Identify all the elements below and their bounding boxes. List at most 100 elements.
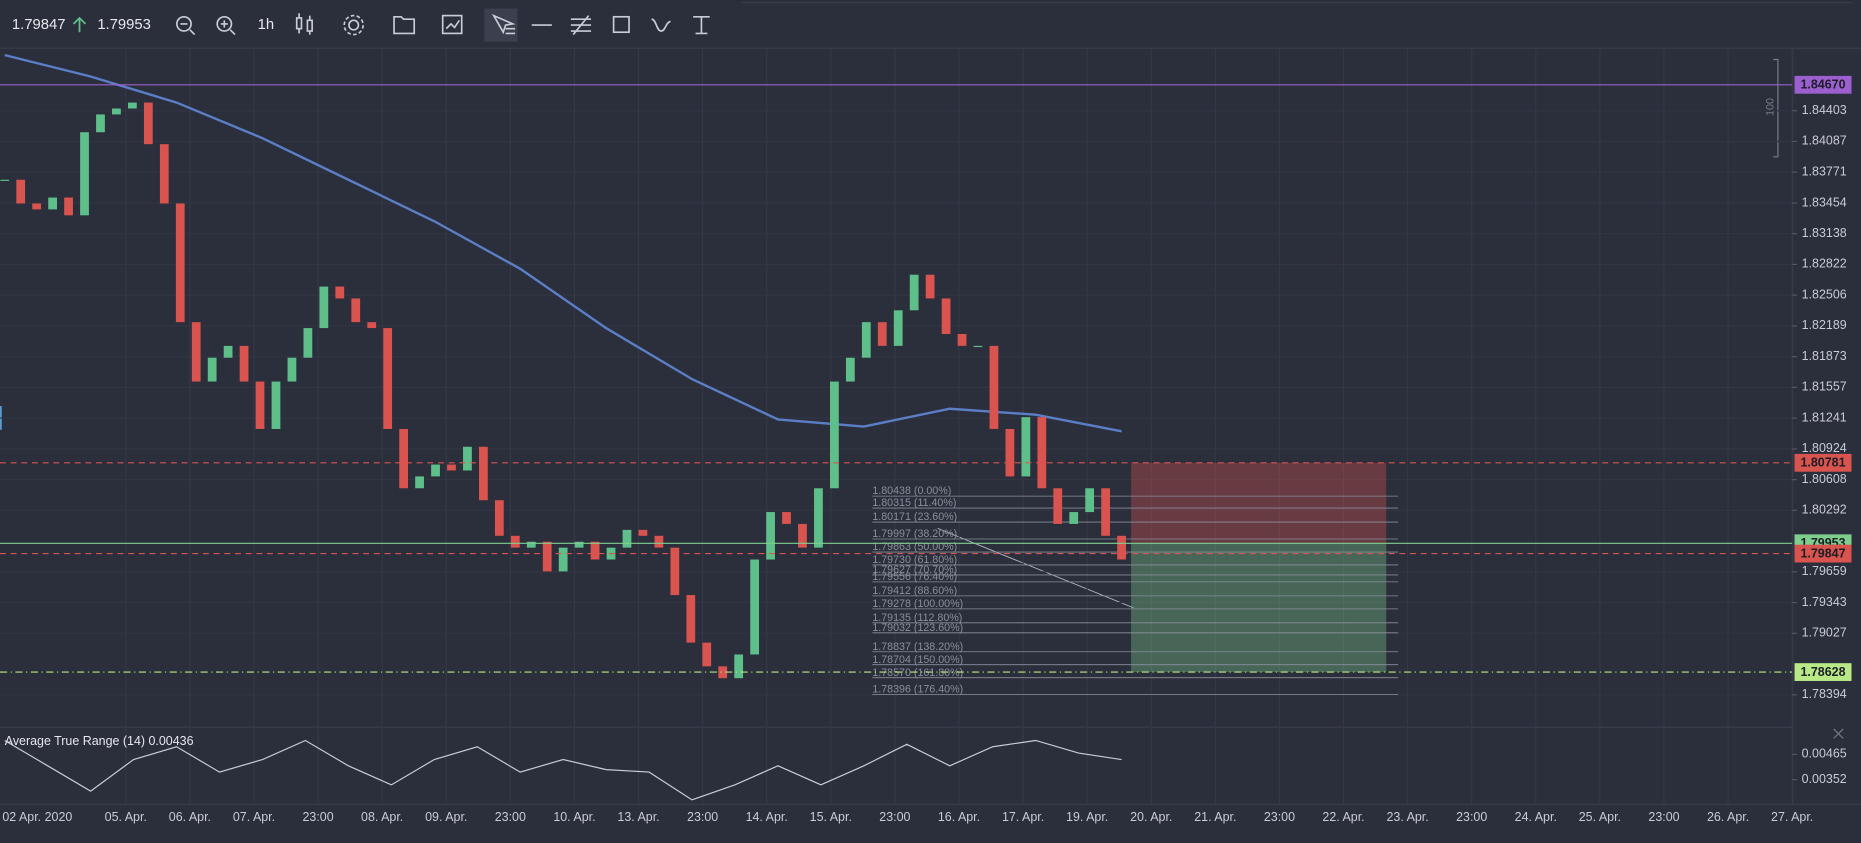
scale-note: 100 <box>1765 98 1777 116</box>
atr-line <box>4 739 1122 801</box>
candle <box>702 642 712 667</box>
y-tick-label: 1.83138 <box>1802 226 1847 240</box>
y-tick-label: 1.80924 <box>1802 441 1847 455</box>
settings-button[interactable] <box>343 14 365 36</box>
candle <box>1101 488 1111 536</box>
x-tick-label: 24. Apr. <box>1515 810 1557 824</box>
x-tick-label: 23:00 <box>1264 810 1295 824</box>
indicator-tick-label: 0.00465 <box>1802 747 1847 761</box>
candle <box>207 357 217 382</box>
candle <box>973 345 983 348</box>
candle <box>303 328 313 358</box>
candle <box>877 322 887 346</box>
rect-tool-button[interactable] <box>612 15 630 34</box>
x-tick-label: 23:00 <box>302 810 333 824</box>
y-tick-label: 1.79343 <box>1802 595 1847 609</box>
candle <box>782 512 791 524</box>
candle <box>159 144 169 204</box>
x-tick-label: 21. Apr. <box>1194 810 1236 824</box>
candle <box>32 203 42 210</box>
candle <box>48 197 57 210</box>
candle <box>271 381 281 429</box>
candle <box>1021 417 1031 477</box>
indicator-label: Average True Range (14) 0.00436 <box>5 734 194 748</box>
folder-button[interactable] <box>393 15 416 35</box>
candle <box>463 446 472 471</box>
x-tick-label: 23:00 <box>495 810 526 824</box>
candle <box>638 529 648 536</box>
x-tick-label: 23:00 <box>879 810 910 824</box>
candle <box>0 179 10 181</box>
channel-tool-button[interactable] <box>570 15 592 36</box>
x-tick-label: 25. Apr. <box>1579 810 1621 824</box>
candle <box>909 274 919 311</box>
fib-label: 1.78837 (138.20%) <box>872 641 963 653</box>
fib-label: 1.79135 (112.80%) <box>872 612 962 624</box>
cursor-tool-button[interactable] <box>491 13 516 35</box>
close-indicator-button[interactable] <box>1833 728 1844 739</box>
candle <box>1053 488 1063 524</box>
price-tag <box>1794 544 1852 563</box>
x-tick-label: 05. Apr. <box>105 810 147 824</box>
timeframe-button[interactable]: 1h <box>258 17 275 33</box>
x-tick-label: 02 Apr. 2020 <box>2 810 72 824</box>
fib-label: 1.80438 (0.00%) <box>872 485 951 497</box>
x-tick-label: 23. Apr. <box>1386 810 1428 824</box>
text-tool-button[interactable] <box>693 15 710 35</box>
x-tick-label: 15. Apr. <box>810 810 852 824</box>
x-tick-label: 23:00 <box>687 810 718 824</box>
x-tick-label: 13. Apr. <box>617 810 659 824</box>
candle <box>351 298 361 323</box>
x-tick-label: 22. Apr. <box>1322 810 1364 824</box>
price-tag-label: 1.79847 <box>1801 546 1846 560</box>
price-tag-label: 1.78628 <box>1801 665 1846 679</box>
zoom-out-button[interactable] <box>176 15 196 36</box>
candle <box>1117 535 1126 560</box>
trend-line <box>937 527 1134 609</box>
candle <box>798 523 807 548</box>
moving-average <box>4 53 1122 433</box>
price-tag-label: 1.80781 <box>1801 456 1846 470</box>
stop-zone <box>1131 462 1387 544</box>
y-tick-label: 1.82189 <box>1802 318 1847 332</box>
candle <box>1085 488 1095 513</box>
candle <box>766 512 775 560</box>
price-tag <box>1794 453 1852 472</box>
candle <box>479 446 488 501</box>
x-tick-label: 27. Apr. <box>1771 810 1813 824</box>
candle <box>574 541 584 548</box>
price-tag <box>1794 75 1852 94</box>
zoom-in-button[interactable] <box>216 15 236 36</box>
x-tick-label: 19. Apr. <box>1066 810 1108 824</box>
candle <box>989 345 999 429</box>
chart-type-button[interactable] <box>295 13 313 35</box>
indicator-tick-label: 0.00352 <box>1802 772 1847 786</box>
target-zone <box>1131 543 1387 673</box>
bid-price: 1.79847 <box>12 17 66 33</box>
candle <box>175 203 185 323</box>
candle <box>861 322 871 358</box>
x-tick-label: 23:00 <box>1648 810 1679 824</box>
candle <box>112 108 121 115</box>
indicator-button[interactable] <box>441 14 463 35</box>
path-tool-button[interactable] <box>651 18 671 32</box>
candle <box>893 310 903 346</box>
candle <box>415 476 424 489</box>
candle <box>383 328 393 429</box>
candle <box>734 654 744 679</box>
y-tick-label: 1.82822 <box>1802 257 1847 271</box>
candle <box>431 464 440 477</box>
fib-label: 1.79278 (100.00%) <box>872 598 963 610</box>
up-arrow-icon <box>72 16 87 33</box>
fib-label: 1.80171 (23.60%) <box>872 511 957 523</box>
fib-label: 1.79412 (88.60%) <box>872 585 957 597</box>
candle <box>96 114 105 133</box>
candle <box>750 559 760 655</box>
y-tick-label: 1.79027 <box>1802 626 1847 640</box>
candle <box>830 381 839 489</box>
candle <box>287 357 297 382</box>
fib-label: 1.79032 (123.60%) <box>872 622 963 634</box>
candle <box>622 529 632 548</box>
